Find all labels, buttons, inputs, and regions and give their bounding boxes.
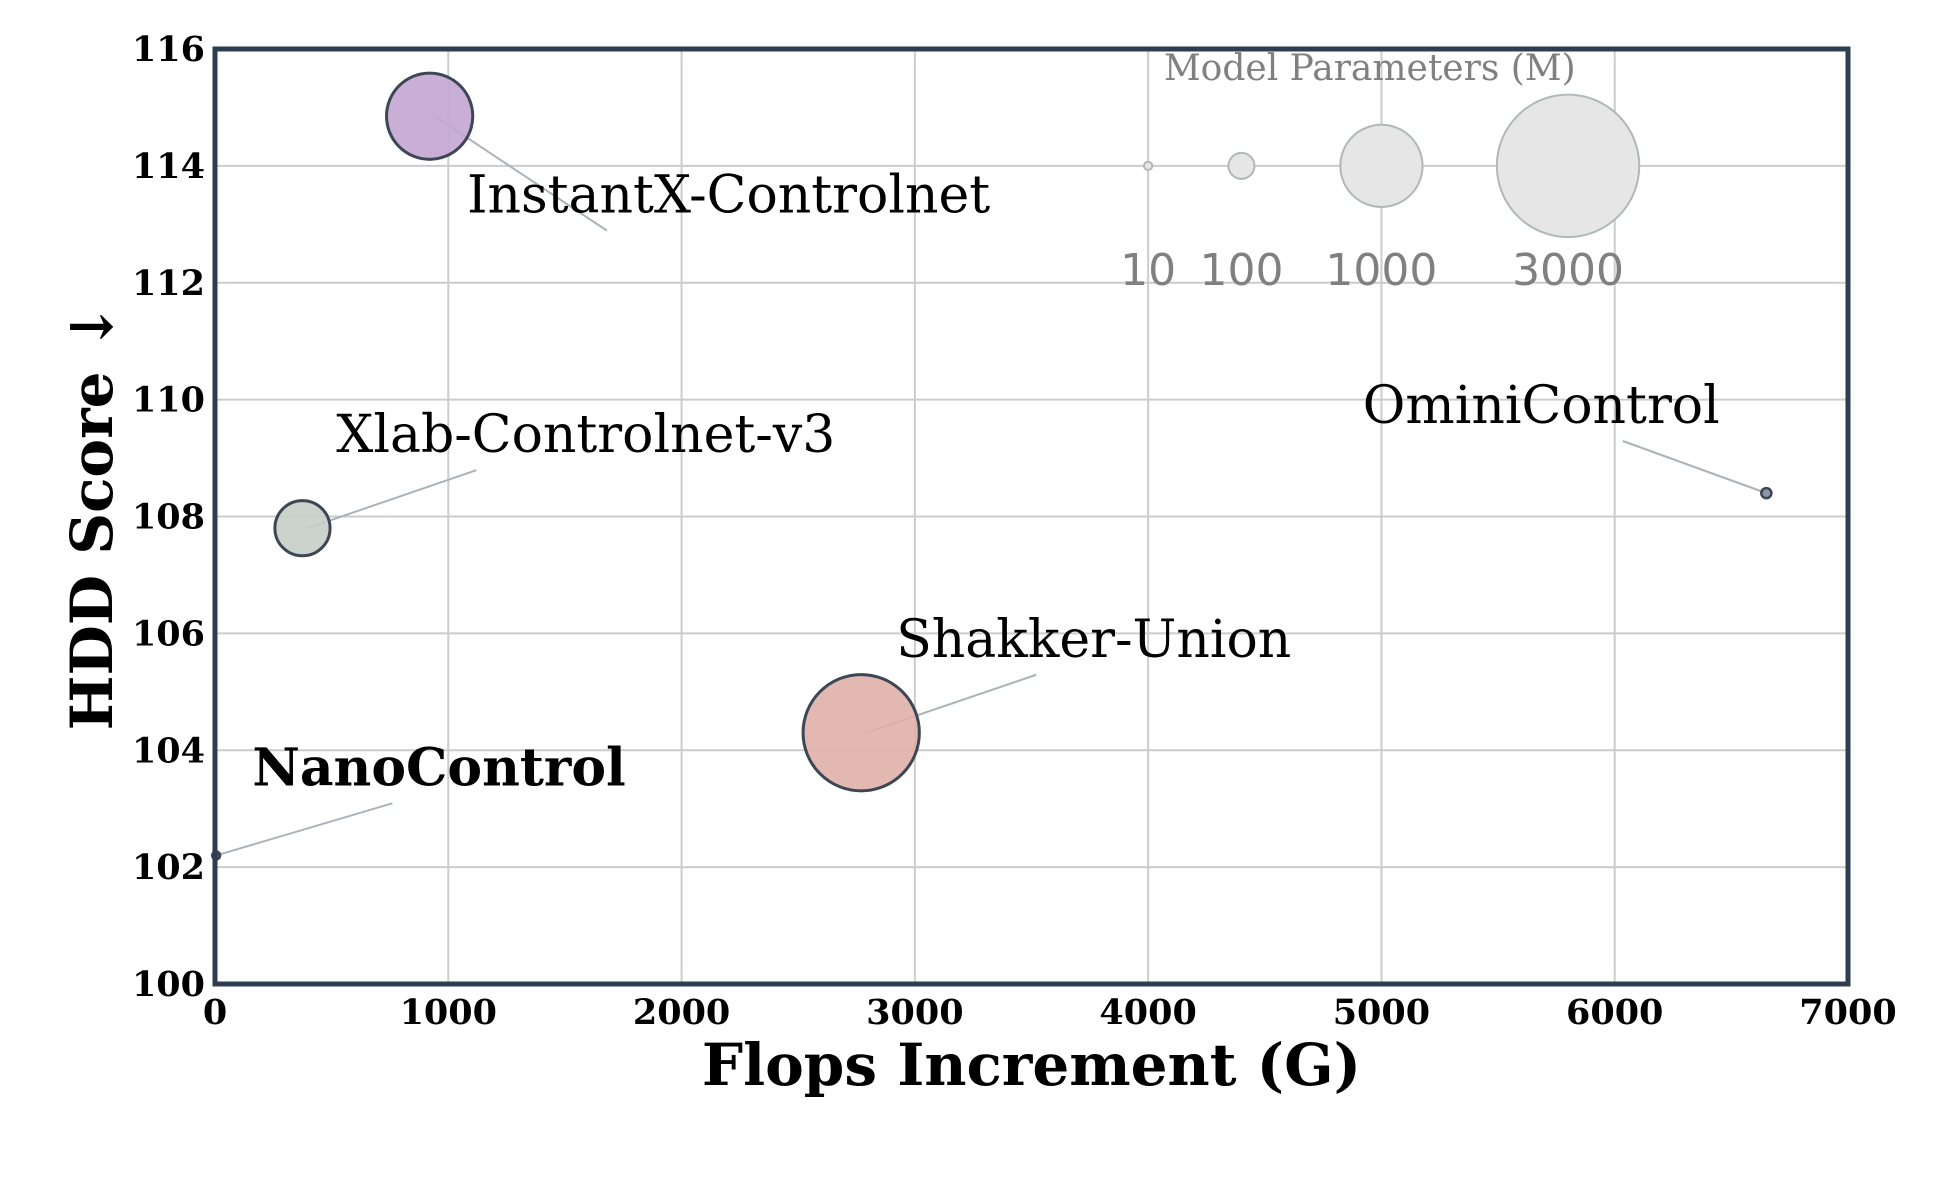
legend-size-marker <box>1339 123 1424 208</box>
leader-line <box>307 469 477 530</box>
data-point <box>1760 486 1773 500</box>
y-tick-label: 100 <box>132 964 205 1005</box>
y-tick-label: 104 <box>132 730 205 771</box>
y-tick-labels: 100 102 104 106 108 110 112 114 116 <box>132 29 205 1005</box>
x-axis-title: Flops Increment (G) <box>702 1031 1361 1099</box>
point-labels: InstantX-Controlnet Xlab-Controlnet-v3 Sha… <box>252 166 1719 799</box>
data-points <box>210 71 1773 861</box>
point-label: Shakker-Union <box>896 610 1291 670</box>
x-tick-label: 7000 <box>1799 992 1896 1033</box>
x-tick-label: 5000 <box>1333 992 1430 1033</box>
x-tick-label: 4000 <box>1099 992 1196 1033</box>
y-axis-title: HDD Score ↓ <box>58 303 126 731</box>
y-tick-label: 116 <box>132 29 205 70</box>
legend-size-marker <box>1495 93 1641 239</box>
y-tick-label: 110 <box>132 380 205 421</box>
point-label: OminiControl <box>1363 376 1720 436</box>
y-tick-label: 102 <box>132 847 205 888</box>
legend-size-label: 100 <box>1199 245 1283 296</box>
point-label: NanoControl <box>252 737 625 798</box>
legend-size-label: 3000 <box>1512 245 1624 296</box>
y-tick-label: 106 <box>132 613 205 654</box>
x-tick-label: 3000 <box>866 992 963 1033</box>
x-tick-label: 6000 <box>1566 992 1663 1033</box>
data-point <box>801 673 921 793</box>
plot-frame <box>212 46 1851 987</box>
y-tick-label: 114 <box>132 146 205 187</box>
legend-size-marker <box>1143 160 1154 171</box>
x-tick-label: 1000 <box>400 992 497 1033</box>
x-tick-labels: 0 1000 2000 3000 4000 5000 6000 7000 <box>203 992 1897 1033</box>
leader-line <box>1622 440 1767 495</box>
data-point <box>273 499 332 558</box>
legend-size-marker <box>1227 151 1256 180</box>
x-tick-label: 0 <box>203 992 227 1033</box>
point-label: InstantX-Controlnet <box>467 166 990 226</box>
y-tick-label: 112 <box>132 263 205 304</box>
leader-line <box>215 802 393 857</box>
point-label: Xlab-Controlnet-v3 <box>336 405 835 465</box>
data-point <box>385 71 475 161</box>
size-legend: Model Parameters (M) 10 100 1000 3000 <box>1120 48 1641 296</box>
x-tick-label: 2000 <box>633 992 730 1033</box>
legend-size-label: 10 <box>1120 245 1176 296</box>
legend-size-label: 1000 <box>1325 245 1437 296</box>
y-tick-label: 108 <box>132 497 205 538</box>
legend-title: Model Parameters (M) <box>1164 48 1576 89</box>
